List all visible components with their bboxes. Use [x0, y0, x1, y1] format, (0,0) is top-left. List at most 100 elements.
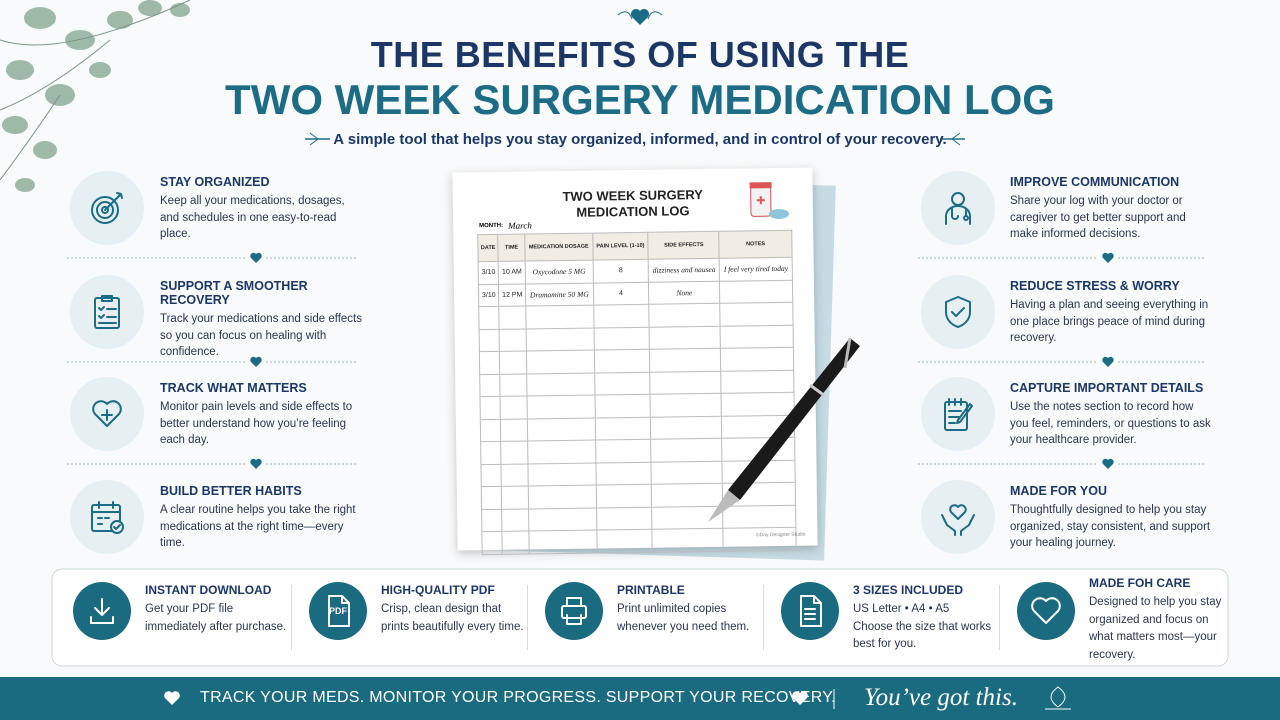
empty-cell: [594, 394, 651, 418]
title-line1: THE BENEFITS OF USING THE: [370, 34, 910, 75]
log-cell: 10 AM: [498, 261, 526, 284]
empty-cell: [593, 326, 650, 351]
empty-cell: [479, 328, 500, 352]
benefit-text: Thoughtfully designed to help you stay o…: [1010, 504, 1211, 549]
empty-cell: [481, 531, 503, 555]
feature-text: Print unlimited copies whenever you need…: [617, 603, 750, 633]
empty-cell: [723, 527, 797, 551]
log-cell: 12 PM: [498, 283, 526, 307]
benefit-text: Monitor pain levels and side effects to …: [160, 401, 353, 446]
benefit-text: A clear routine helps you take the right…: [160, 504, 356, 549]
empty-cell: [525, 305, 594, 329]
benefit-icon: [70, 171, 144, 245]
benefit-title: TRACK WHAT MATTERS: [160, 381, 307, 395]
feature-icon: [73, 582, 131, 640]
log-cell: Dramamine 50 MG: [525, 282, 594, 307]
feature-divider: [763, 585, 764, 650]
empty-cell: [595, 484, 652, 508]
column-header: MEDICATION DOSAGE: [524, 233, 593, 262]
empty-cell: [594, 349, 650, 373]
separator: [67, 252, 356, 263]
benefit: STAY ORGANIZED Keep all your medications,…: [160, 175, 365, 243]
column-header: SIDE EFFECTS: [648, 231, 720, 260]
log-cell: 8: [592, 259, 649, 283]
empty-cell: [527, 462, 596, 487]
column-header: PAIN LEVEL (1-10): [592, 232, 649, 261]
feature-title: INSTANT DOWNLOAD: [145, 583, 272, 597]
separator: [918, 252, 1206, 263]
feature-divider: [527, 585, 528, 650]
footer-script: You’ve got this.: [864, 684, 1018, 711]
feature-text: Crisp, clean design that prints beautifu…: [381, 603, 524, 633]
empty-cell: [595, 461, 652, 486]
benefit-title: REDUCE STRESS & WORRY: [1010, 279, 1180, 293]
benefit: IMPROVE COMMUNICATION Share your log with…: [1010, 175, 1215, 243]
feature-icon: [781, 582, 839, 640]
log-cell: [719, 279, 793, 304]
empty-cell: [502, 508, 529, 532]
benefit: BUILD BETTER HABITS A clear routine helps…: [160, 484, 365, 552]
feature-title: PRINTABLE: [617, 583, 685, 597]
empty-cell: [528, 485, 597, 509]
benefit: REDUCE STRESS & WORRY Having a plan and s…: [1010, 279, 1215, 347]
empty-cell: [480, 396, 501, 420]
feature: MADE FOH CARE Designed to help you stay o…: [1089, 576, 1234, 673]
log-cell: Oxycodone 5 MG: [525, 260, 594, 284]
empty-cell: [527, 440, 596, 464]
benefit-icon: [70, 377, 144, 451]
footer-decor: [164, 686, 1071, 710]
feature-title: 3 SIZES INCLUDED: [853, 583, 964, 597]
feature: PRINTABLE Print unlimited copies whenever…: [617, 583, 765, 680]
empty-cell: [501, 441, 528, 464]
benefit-title: CAPTURE IMPORTANT DETAILS: [1010, 381, 1204, 395]
log-cell: dizziness and nausea: [648, 258, 720, 282]
benefit-text: Use the notes section to record how you …: [1010, 401, 1211, 446]
separator: [67, 458, 356, 469]
feature-icon-label: PDF: [329, 606, 347, 616]
feature-icon: [309, 582, 367, 640]
feature-icon: [1017, 582, 1075, 640]
footer-bar: TRACK YOUR MEDS. MONITOR YOUR PROGRESS. …: [0, 677, 1280, 720]
benefit-text: Having a plan and seeing everything in o…: [1010, 299, 1209, 344]
empty-cell: [652, 528, 724, 552]
empty-cell: [649, 303, 721, 327]
log-cell: None: [648, 280, 721, 305]
feature-text: Get your PDF file immediately after purc…: [145, 603, 287, 633]
empty-cell: [526, 350, 595, 374]
feature-divider: [291, 585, 292, 650]
empty-cell: [528, 530, 597, 554]
column-header: DATE: [477, 234, 499, 262]
benefit-icon: [921, 480, 995, 554]
log-cell: 3/10: [478, 283, 500, 307]
empty-cell: [593, 304, 650, 328]
benefit-text: Share your log with your doctor or careg…: [1010, 195, 1186, 240]
empty-cell: [595, 439, 652, 463]
feature-title: HIGH-QUALITY PDF: [381, 583, 495, 597]
empty-cell: [596, 506, 653, 531]
feature-icon: [545, 582, 603, 640]
feature-divider: [999, 585, 1000, 650]
separator: [918, 458, 1206, 469]
separator: [67, 356, 356, 367]
feature: HIGH-QUALITY PDF Crisp, clean design that…: [381, 583, 529, 680]
benefit-title: SUPPORT A SMOOTHER RECOVERY: [160, 279, 308, 307]
benefit-title: STAY ORGANIZED: [160, 175, 270, 189]
empty-cell: [501, 463, 529, 487]
benefit-title: BUILD BETTER HABITS: [160, 484, 302, 498]
empty-cell: [481, 486, 503, 510]
benefit-title: MADE FOR YOU: [1010, 484, 1107, 498]
benefit-text: Track your medications and side effects …: [160, 313, 362, 358]
feature-sizes: US Letter • A4 • A5: [853, 603, 950, 615]
empty-cell: [596, 529, 653, 553]
benefit-icon: [921, 171, 995, 245]
feature-text: Designed to help you stay organized and …: [1089, 596, 1222, 661]
feature-text: Choose the size that works best for you.: [853, 620, 992, 651]
benefit-title: IMPROVE COMMUNICATION: [1010, 175, 1180, 189]
tagline: TRACK YOUR MEDS. MONITOR YOUR PROGRESS. …: [200, 689, 836, 706]
empty-cell: [481, 508, 503, 532]
benefit-icon: [921, 275, 995, 349]
empty-cell: [480, 463, 502, 487]
empty-cell: [479, 373, 501, 397]
benefit-icon: [921, 377, 995, 451]
month-label: MONTH:: [479, 222, 504, 230]
